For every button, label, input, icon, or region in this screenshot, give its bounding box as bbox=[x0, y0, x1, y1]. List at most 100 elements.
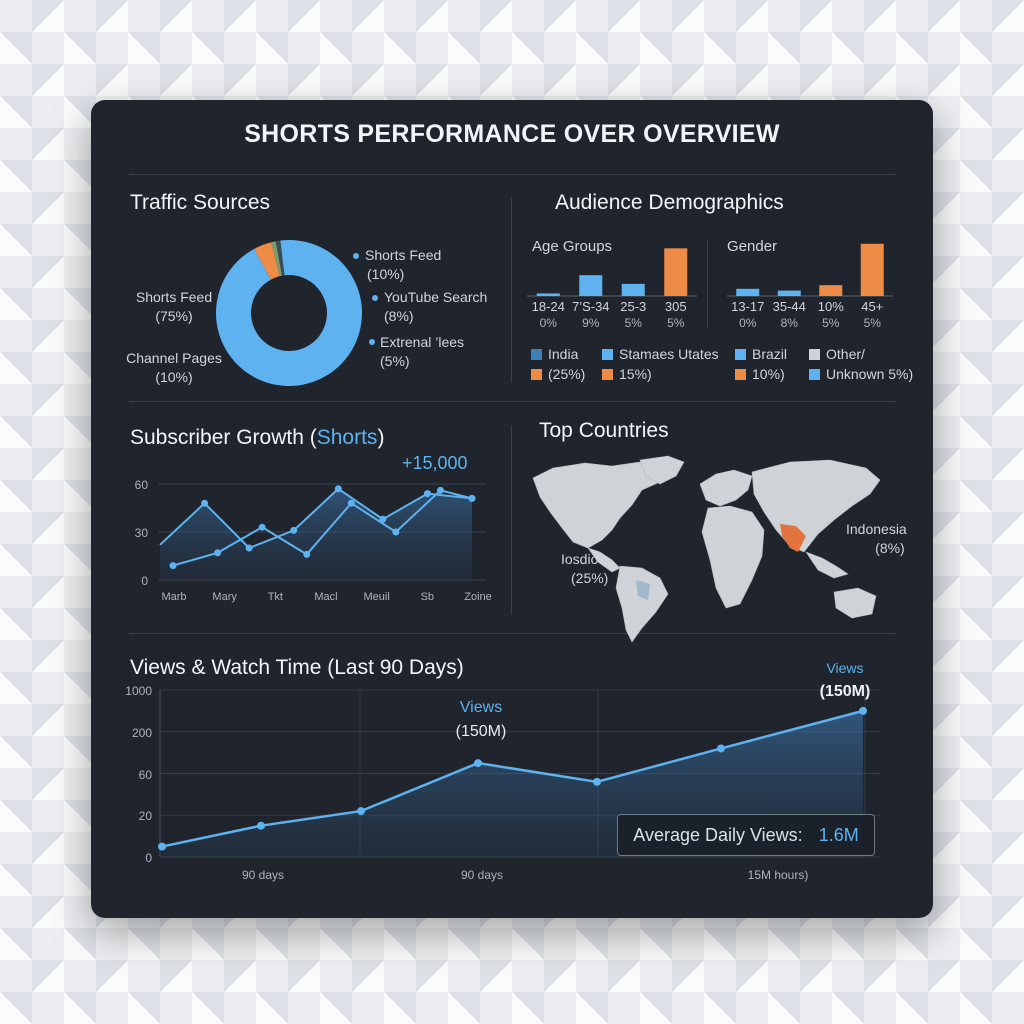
average-daily-views-label: Average Daily Views: bbox=[633, 824, 803, 845]
sub-xtick: Sb bbox=[420, 591, 435, 603]
legend-pct: 10%) bbox=[752, 366, 785, 382]
country-label-indonesia: Indonesia (8%) bbox=[846, 520, 907, 558]
gender-bar bbox=[777, 290, 801, 296]
legend-name: Other/ bbox=[826, 346, 865, 362]
donut-label-channel-pages: Channel Pages (10%) bbox=[114, 349, 234, 387]
sub-point bbox=[201, 499, 209, 507]
age-category: 7’S-34 bbox=[571, 299, 610, 314]
legend-swatch bbox=[735, 369, 746, 380]
donut-label-name: Channel Pages bbox=[126, 350, 222, 366]
traffic-sources-title: Traffic Sources bbox=[130, 191, 271, 214]
sub-xtick: Mary bbox=[212, 591, 237, 603]
age-pct: 0% bbox=[539, 316, 557, 330]
demographics-title: Audience Demographics bbox=[555, 191, 784, 214]
gender-pct: 8% bbox=[780, 316, 798, 330]
sub-point bbox=[258, 523, 266, 531]
average-daily-views-box: Average Daily Views: 1.6M bbox=[617, 814, 875, 856]
donut-label-pct: (5%) bbox=[380, 353, 410, 369]
legend-swatch bbox=[531, 349, 542, 360]
views-title: Views & Watch Time (Last 90 Days) bbox=[130, 656, 464, 679]
donut-label-name: YouTube Search bbox=[384, 289, 488, 305]
country-label-primary: Iosdio (25%) bbox=[561, 550, 608, 588]
views-ytick: 200 bbox=[131, 725, 152, 740]
gender-bar bbox=[860, 243, 884, 296]
page-title: SHORTS PERFORMANCE OVER OVERVIEW bbox=[244, 120, 780, 148]
views-ytick: 1000 bbox=[125, 684, 152, 698]
sub-point bbox=[347, 499, 355, 507]
legend-dot-youtube-search bbox=[372, 295, 378, 301]
legend-entry-pct: (25%) bbox=[531, 365, 585, 384]
legend-entry-pct: 15%) bbox=[602, 365, 652, 384]
age-pct: 5% bbox=[624, 316, 642, 330]
views-ytick: 0 bbox=[145, 851, 152, 865]
gender-bar-label: 45+ 5% bbox=[844, 299, 900, 331]
age-bar bbox=[664, 248, 688, 296]
views-point bbox=[593, 777, 601, 786]
legend-name: Stamaes Utates bbox=[619, 346, 719, 362]
legend-entry-name: Brazil bbox=[735, 345, 787, 364]
age-pct: 9% bbox=[582, 316, 600, 330]
gender-bar-label: 10% 5% bbox=[803, 299, 859, 331]
sub-ytick: 0 bbox=[141, 574, 148, 588]
row2-divider bbox=[129, 633, 895, 634]
age-bar-label: 18-24 0% bbox=[520, 299, 576, 331]
map-south-america bbox=[615, 565, 669, 643]
donut-label-pct: (75%) bbox=[155, 308, 193, 324]
donut-label-external: Extrenal ’lees (5%) bbox=[380, 333, 464, 371]
gender-divider bbox=[707, 240, 708, 328]
legend-entry-name: India bbox=[531, 345, 578, 364]
age-bar bbox=[579, 275, 603, 296]
sub-xtick: Zoine bbox=[464, 591, 492, 603]
legend-swatch bbox=[602, 369, 613, 380]
country-label-name: Indonesia bbox=[846, 521, 907, 537]
callout-label: Views bbox=[826, 660, 864, 676]
age-bar bbox=[621, 283, 645, 296]
callout-label: Views bbox=[459, 699, 503, 716]
sub-point bbox=[468, 494, 476, 502]
donut-slice bbox=[275, 240, 285, 276]
subscriber-growth-title-accent: Shorts bbox=[316, 426, 378, 449]
age-bar-label: 7’S-34 9% bbox=[563, 299, 619, 331]
gender-bar-label: 13-17 0% bbox=[720, 299, 776, 331]
sub-point bbox=[334, 485, 342, 493]
views-point bbox=[474, 759, 482, 768]
donut-label-pct: (10%) bbox=[155, 369, 193, 385]
views-point bbox=[158, 842, 166, 851]
views-point bbox=[717, 744, 725, 753]
gender-pct: 0% bbox=[739, 316, 757, 330]
sub-xtick: Marb bbox=[161, 591, 187, 603]
legend-dot-shorts-feed bbox=[353, 253, 359, 259]
sub-area bbox=[160, 488, 472, 580]
col-divider-top bbox=[511, 197, 512, 383]
sub-point bbox=[423, 490, 431, 498]
donut-label-name: Extrenal ’lees bbox=[380, 334, 465, 350]
map-southeast-asia bbox=[805, 551, 849, 579]
donut-label-youtube-search: YouTube Search (8%) bbox=[384, 288, 487, 326]
sub-point bbox=[303, 550, 311, 558]
donut-slice bbox=[271, 241, 283, 277]
sub-xtick: Tkt bbox=[267, 591, 283, 603]
legend-name: Brazil bbox=[752, 346, 788, 362]
legend-dot-external bbox=[369, 339, 375, 345]
country-label-pct: (8%) bbox=[875, 540, 905, 556]
sub-point bbox=[379, 515, 387, 523]
donut-label-name: Shorts Feed bbox=[135, 289, 213, 305]
legend-entry-pct: 10%) bbox=[735, 365, 785, 384]
gender-category: 10% bbox=[817, 299, 844, 314]
title-divider bbox=[129, 174, 895, 175]
donut-label-shorts-feed-large: Shorts Feed (75%) bbox=[118, 288, 230, 326]
sub-point bbox=[392, 528, 400, 536]
map-africa bbox=[701, 505, 765, 609]
views-xtick: 15M hours) bbox=[747, 868, 809, 882]
country-label-name: Iosdio bbox=[561, 551, 599, 567]
legend-swatch bbox=[735, 349, 746, 360]
views-callout-end: Views (150M) bbox=[800, 657, 890, 703]
map-greenland bbox=[639, 455, 685, 485]
age-bar-label: 305 5% bbox=[648, 299, 704, 331]
sub-series-line bbox=[159, 487, 473, 550]
gender-category: 13-17 bbox=[731, 299, 765, 314]
views-ytick: 20 bbox=[138, 809, 152, 824]
gender-pct: 5% bbox=[822, 316, 840, 330]
